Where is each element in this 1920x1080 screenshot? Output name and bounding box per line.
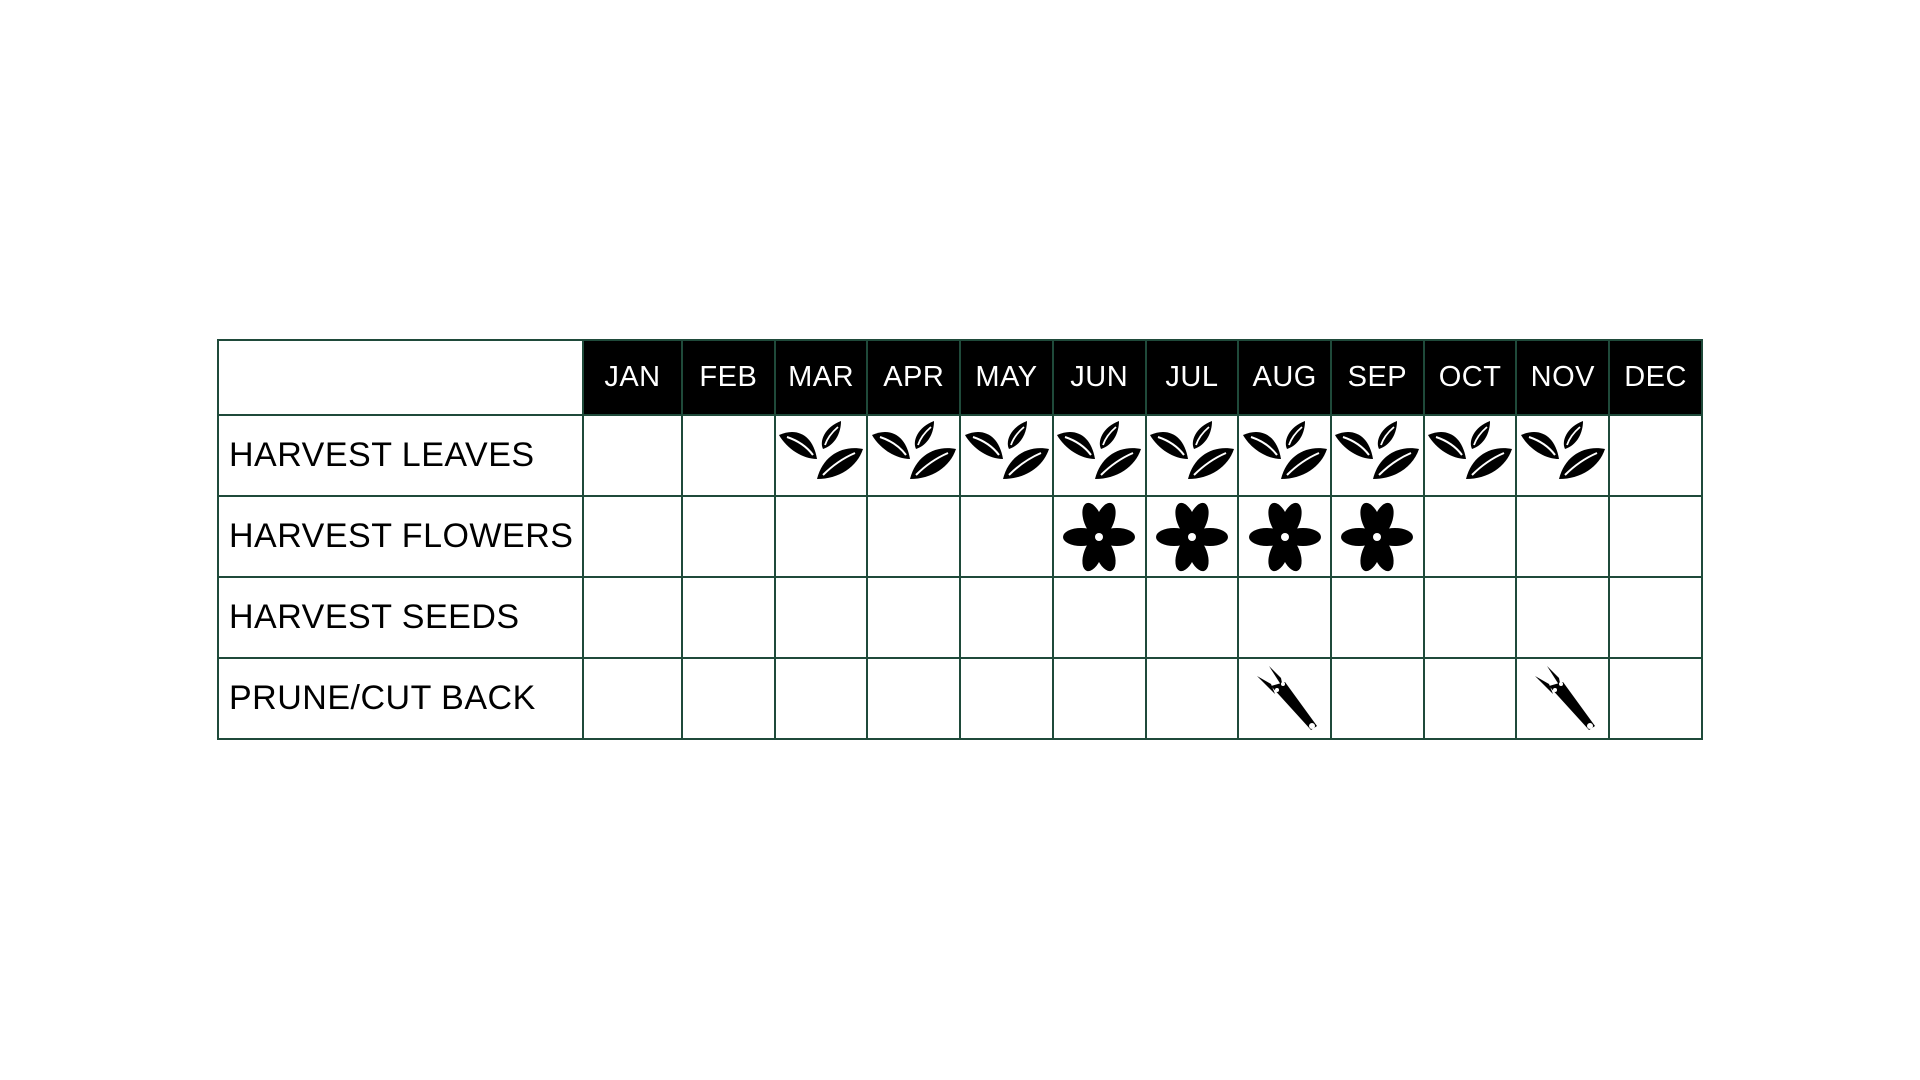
shears-icon [1519,662,1607,736]
cell-oct [1422,657,1518,740]
leaves-icon [1241,419,1329,493]
month-header-dec: DEC [1608,339,1703,416]
cell-dec [1608,414,1703,497]
leaves-icon [870,419,958,493]
cell-apr [866,657,962,740]
cell-jan [582,495,683,578]
cell-feb [681,495,776,578]
header-row: JAN FEB MAR APR MAY JUN JUL AUG SEP OCT NOV DEC [217,339,1703,416]
cell-may [959,576,1054,659]
month-header-nov: NOV [1515,339,1611,416]
cell-sep [1330,414,1425,497]
cell-feb [681,414,776,497]
shears-icon [1241,662,1329,736]
cell-may [959,657,1054,740]
month-header-may: MAY [959,339,1054,416]
cell-jul [1144,414,1240,497]
cell-dec [1608,576,1703,659]
cell-feb [681,657,776,740]
month-header-apr: APR [866,339,962,416]
cell-mar [773,495,869,578]
cell-aug [1237,414,1333,497]
garden-calendar-table: JAN FEB MAR APR MAY JUN JUL AUG SEP OCT NOV DEC HAR… [217,339,1703,740]
cell-jan [582,657,683,740]
month-header-mar: MAR [773,339,869,416]
cell-jul [1144,495,1240,578]
cell-sep [1330,576,1425,659]
leaves-icon [963,419,1051,493]
cell-jun [1051,495,1147,578]
cell-jun [1051,414,1147,497]
leaves-icon [1055,419,1143,493]
table-row: PRUNE/CUT BACK [217,657,1703,740]
leaves-icon [777,419,865,493]
cell-jan [582,576,683,659]
cell-dec [1608,495,1703,578]
leaves-icon [1519,419,1607,493]
cell-aug [1237,657,1333,740]
cell-oct [1422,576,1518,659]
cell-dec [1608,657,1703,740]
cell-sep [1330,495,1425,578]
cell-mar [773,657,869,740]
month-header-jun: JUN [1051,339,1147,416]
table-row: HARVEST LEAVES [217,414,1703,497]
flower-icon [1241,500,1329,574]
cell-jul [1144,576,1240,659]
cell-jun [1051,576,1147,659]
cell-jun [1051,657,1147,740]
row-label: PRUNE/CUT BACK [217,657,584,740]
row-label: HARVEST FLOWERS [217,495,584,578]
table-row: HARVEST FLOWERS [217,495,1703,578]
flower-icon [1055,500,1143,574]
month-header-aug: AUG [1237,339,1333,416]
row-label: HARVEST SEEDS [217,576,584,659]
cell-apr [866,576,962,659]
month-header-feb: FEB [681,339,776,416]
cell-mar [773,576,869,659]
month-header-sep: SEP [1330,339,1425,416]
cell-oct [1422,414,1518,497]
cell-feb [681,576,776,659]
month-header-oct: OCT [1422,339,1518,416]
cell-jan [582,414,683,497]
cell-aug [1237,495,1333,578]
cell-apr [866,495,962,578]
cell-mar [773,414,869,497]
cell-nov [1515,657,1611,740]
cell-jul [1144,657,1240,740]
cell-nov [1515,414,1611,497]
cell-nov [1515,495,1611,578]
cell-sep [1330,657,1425,740]
cell-oct [1422,495,1518,578]
table-row: HARVEST SEEDS [217,576,1703,659]
flower-icon [1148,500,1236,574]
cell-may [959,414,1054,497]
cell-apr [866,414,962,497]
leaves-icon [1333,419,1421,493]
month-header-jan: JAN [582,339,683,416]
cell-nov [1515,576,1611,659]
leaves-icon [1426,419,1514,493]
header-corner [217,339,584,416]
cell-aug [1237,576,1333,659]
cell-may [959,495,1054,578]
flower-icon [1333,500,1421,574]
leaves-icon [1148,419,1236,493]
month-header-jul: JUL [1144,339,1240,416]
row-label: HARVEST LEAVES [217,414,584,497]
